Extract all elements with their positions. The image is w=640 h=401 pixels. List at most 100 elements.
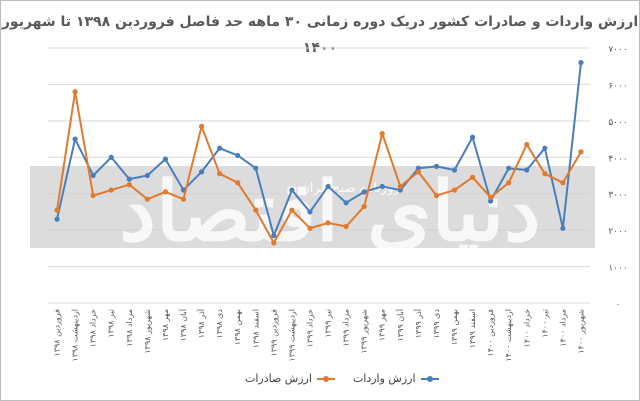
x-tick-label: مهر ۱۳۹۸ xyxy=(161,309,170,341)
data-point-exports xyxy=(72,89,78,95)
x-tick-label: خرداد ۱۳۹۸ xyxy=(89,309,98,347)
x-tick-label: فروردین ۱۳۹۹ xyxy=(269,309,278,357)
y-tick-label: ۱۰۰۰ xyxy=(608,264,627,274)
data-point-exports xyxy=(198,123,205,129)
data-point-imports xyxy=(162,156,169,162)
x-tick-label: دی ۱۳۹۸ xyxy=(215,309,224,339)
x-tick-label: شهریور ۱۴۰۰ xyxy=(576,309,585,354)
data-point-imports xyxy=(235,152,241,159)
y-tick-label: ۰ xyxy=(616,300,621,310)
x-tick-label: اردیبهشت ۱۳۹۸ xyxy=(71,309,80,362)
data-point-imports xyxy=(217,145,223,151)
data-point-exports xyxy=(235,180,241,186)
data-point-exports xyxy=(90,192,96,199)
data-point-imports xyxy=(325,183,331,190)
data-point-imports xyxy=(108,154,114,160)
x-tick-label: اسفند ۱۳۹۸ xyxy=(251,309,260,348)
data-point-exports xyxy=(488,194,494,200)
y-tick-label: ۷۰۰۰ xyxy=(608,45,627,55)
x-tick-label: تیر ۱۴۰۰ xyxy=(540,309,549,338)
x-tick-label: بهمن ۱۳۹۸ xyxy=(233,309,242,345)
data-point-imports xyxy=(72,136,78,142)
x-tick-label: مرداد ۱۳۹۸ xyxy=(125,309,134,347)
data-point-exports xyxy=(560,180,566,186)
x-tick-label: آبان ۱۳۹۸ xyxy=(178,308,188,341)
x-tick-label: آذر ۱۳۹۸ xyxy=(196,308,206,338)
x-tick-label: اسفند ۱۳۹۹ xyxy=(468,309,477,348)
data-point-exports xyxy=(578,149,584,155)
data-point-exports xyxy=(325,220,331,226)
x-tick-label: خرداد ۱۴۰۰ xyxy=(522,309,531,347)
data-point-imports xyxy=(397,187,403,193)
x-tick-label: فروردین ۱۳۹۸ xyxy=(53,309,62,357)
data-point-exports xyxy=(108,187,114,193)
x-tick-label: دی ۱۳۹۹ xyxy=(432,309,441,339)
data-point-imports xyxy=(343,200,349,206)
data-point-imports xyxy=(144,172,150,179)
data-point-exports xyxy=(217,171,223,177)
data-point-imports xyxy=(307,209,313,215)
data-point-imports xyxy=(542,145,548,151)
chart-title: ارزش واردات و صادرات کشور دریک دوره زمان… xyxy=(1,14,639,30)
x-tick-label: بهمن ۱۳۹۹ xyxy=(450,309,459,345)
y-tick-label: ۳۰۰۰ xyxy=(608,191,627,201)
data-point-imports xyxy=(451,167,458,173)
data-point-exports xyxy=(506,180,512,186)
y-tick-label: ۲۰۰۰ xyxy=(608,227,627,237)
x-tick-label: مرداد ۱۳۹۹ xyxy=(342,309,351,347)
data-point-exports xyxy=(162,189,169,195)
x-tick-label: تیر ۱۳۹۸ xyxy=(107,309,116,338)
y-tick-label: ۵۰۰۰ xyxy=(608,118,627,128)
legend-item-exports: ارزش صادرات xyxy=(245,372,335,385)
x-tick-label: تیر ۱۳۹۹ xyxy=(324,309,333,338)
data-point-exports xyxy=(271,240,277,246)
data-point-imports xyxy=(524,167,530,173)
data-point-imports xyxy=(379,183,385,190)
x-tick-label: مهر ۱۳۹۹ xyxy=(378,309,387,341)
data-point-exports xyxy=(343,223,349,230)
data-point-exports xyxy=(126,182,132,188)
data-point-exports xyxy=(451,187,458,193)
data-point-exports xyxy=(144,196,150,202)
data-point-imports xyxy=(253,165,259,171)
x-tick-label: آبان ۱۳۹۹ xyxy=(395,308,405,341)
series-line-exports xyxy=(56,90,582,244)
data-point-imports xyxy=(433,163,440,169)
data-point-exports xyxy=(54,207,60,213)
x-tick-label: مرداد ۱۴۰۰ xyxy=(558,309,567,347)
data-point-exports xyxy=(397,183,403,190)
data-point-exports xyxy=(524,141,530,148)
data-point-imports xyxy=(198,169,205,175)
data-point-exports xyxy=(361,203,367,210)
data-point-imports xyxy=(126,176,132,182)
data-point-imports xyxy=(488,198,494,204)
data-point-imports xyxy=(415,165,421,171)
data-point-exports xyxy=(433,192,440,199)
x-tick-label: آذر ۱۳۹۹ xyxy=(413,308,423,338)
data-point-imports xyxy=(271,233,277,239)
x-tick-label: اردیبهشت ۱۴۰۰ xyxy=(504,309,513,362)
data-point-imports xyxy=(289,187,295,193)
legend-swatch-exports xyxy=(316,375,335,382)
watermark-subtext: روزنامه صبح ایران xyxy=(300,181,400,196)
y-tick-label: ۶۰۰۰ xyxy=(608,81,627,91)
data-point-imports xyxy=(90,172,96,179)
data-point-exports xyxy=(542,171,548,177)
data-point-imports xyxy=(469,134,476,140)
watermark-text: دنیای اقتصاد xyxy=(119,164,540,260)
data-point-exports xyxy=(379,131,385,137)
data-point-imports xyxy=(578,59,584,66)
data-point-exports xyxy=(307,225,313,231)
data-point-exports xyxy=(289,207,295,213)
legend-label-exports: ارزش صادرات xyxy=(245,372,312,385)
data-point-imports xyxy=(361,189,367,195)
data-point-imports xyxy=(506,165,512,171)
x-tick-label: شهریور ۱۳۹۸ xyxy=(143,309,152,354)
x-tick-label: شهریور ۱۳۹۹ xyxy=(360,309,369,354)
legend-item-imports: ارزش واردات xyxy=(353,372,439,385)
data-point-imports xyxy=(560,225,566,231)
y-tick-label: ۴۰۰۰ xyxy=(608,154,627,164)
legend: ارزش واردات ارزش صادرات xyxy=(245,372,439,385)
x-tick-label: اردیبهشت ۱۳۹۹ xyxy=(287,309,296,362)
